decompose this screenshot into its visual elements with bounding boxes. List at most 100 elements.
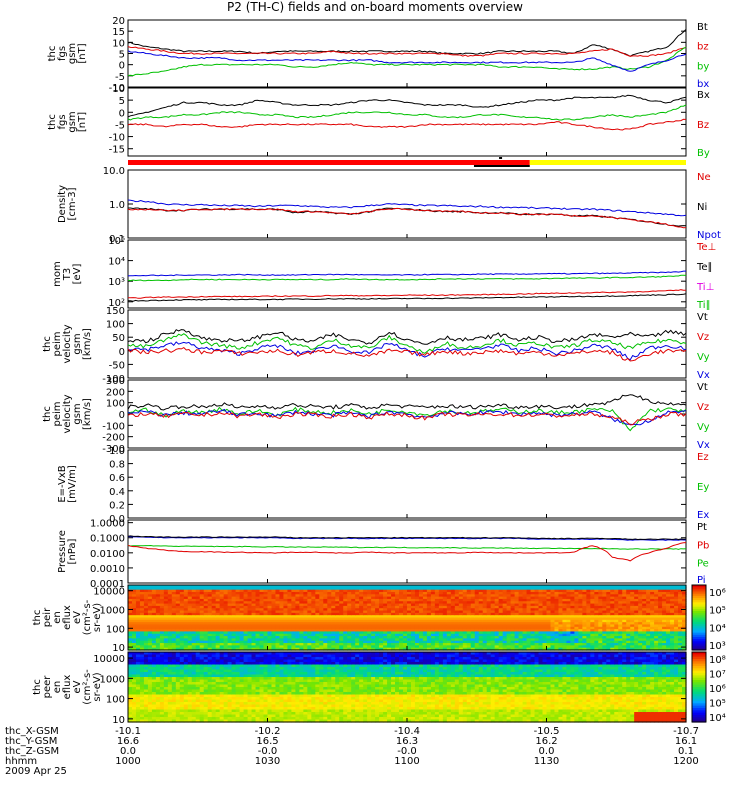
spectrogram-cell	[391, 612, 396, 616]
spectrogram-cell	[243, 610, 249, 614]
spectrogram-cell	[414, 605, 420, 609]
spectrogram-cell	[602, 608, 607, 612]
spectrogram-cell	[422, 594, 428, 598]
spectrogram-cell	[482, 622, 488, 626]
spectrogram-cell	[590, 640, 595, 644]
spectrogram-cell	[131, 622, 137, 626]
spectrogram-cell	[478, 640, 484, 644]
spectrogram-cell	[530, 608, 536, 612]
spectrogram-cell	[602, 638, 607, 642]
spectrogram-cell	[163, 626, 169, 630]
spectrogram-cell	[462, 619, 468, 623]
spectrogram-cell	[598, 619, 603, 623]
spectrogram-cell	[307, 617, 312, 621]
spectrogram-cell	[462, 610, 468, 614]
spectrogram-cell	[203, 654, 209, 658]
spectrogram-cell	[195, 654, 201, 658]
spectrogram-cell	[139, 598, 145, 602]
spectrogram-cell	[654, 629, 659, 633]
spectrogram-cell	[147, 712, 153, 716]
spectrogram-cell	[131, 679, 137, 683]
spectrogram-cell	[231, 626, 237, 630]
spectrogram-cell	[566, 645, 572, 649]
spectrogram-cell	[335, 589, 340, 593]
spectrogram-cell	[594, 589, 599, 593]
spectrogram-cell	[199, 626, 205, 630]
spectrogram-cell	[183, 617, 189, 621]
spectrogram-cell	[530, 638, 536, 642]
y-axis-label: thc	[47, 46, 58, 62]
spectrogram-cell	[131, 638, 137, 642]
spectrogram-cell	[506, 608, 512, 612]
spectrogram-cell	[207, 643, 213, 646]
spectrogram-cell	[494, 622, 500, 626]
spectrogram-cell	[227, 605, 233, 609]
spectrogram-cell	[167, 714, 173, 718]
spectrogram-cell	[147, 652, 153, 656]
spectrogram-cell	[339, 610, 344, 614]
spectrogram-cell	[526, 610, 532, 614]
spectrogram-cell	[315, 601, 320, 605]
spectrogram-cell	[590, 647, 595, 651]
spectrogram-cell	[147, 585, 153, 588]
spectrogram-cell	[558, 629, 564, 633]
spectrogram-cell	[235, 594, 241, 598]
spectrogram-cell	[171, 626, 177, 630]
spectrogram-cell	[466, 629, 472, 633]
spectrogram-cell	[303, 631, 308, 635]
spectrogram-cell	[215, 672, 221, 676]
spectrogram-cell	[211, 714, 217, 718]
spectrogram-cell	[554, 589, 560, 593]
spectrogram-cell	[430, 615, 436, 619]
spectrogram-cell	[530, 598, 536, 602]
spectrogram-cell	[574, 619, 579, 623]
spectrogram-cell	[331, 622, 336, 626]
spectrogram-cell	[470, 585, 476, 588]
spectrogram-cell	[594, 626, 599, 630]
spectrogram-cell	[191, 669, 197, 673]
spectrogram-cell	[418, 638, 424, 642]
spectrogram-cell	[331, 591, 336, 595]
spectrogram-cell	[227, 699, 233, 703]
spectrogram-cell	[291, 624, 296, 628]
spectrogram-cell	[466, 587, 472, 591]
spectrogram-cell	[430, 647, 436, 651]
spectrogram-cell	[219, 598, 225, 602]
spectrogram-cell	[199, 654, 205, 658]
spectrogram-cell	[434, 591, 440, 595]
spectrogram-cell	[227, 672, 233, 676]
spectrogram-cell	[554, 608, 560, 612]
spectrogram-cell	[287, 603, 293, 607]
spectrogram-cell	[594, 622, 599, 626]
spectrogram-cell	[666, 647, 671, 651]
spectrogram-cell	[610, 629, 615, 633]
spectrogram-cell	[343, 643, 348, 646]
spectrogram-cell	[379, 631, 384, 635]
spectrogram-cell	[650, 622, 655, 626]
spectrogram-cell	[183, 589, 189, 593]
spectrogram-cell	[239, 603, 245, 607]
spectrogram-cell	[211, 702, 217, 706]
spectrogram-cell	[430, 612, 436, 616]
spectrogram-cell	[215, 608, 221, 612]
spectrogram-cell	[147, 672, 153, 676]
spectrogram-cell	[418, 647, 424, 651]
spectrogram-cell	[179, 682, 185, 686]
spectrogram-cell	[307, 647, 312, 651]
spectrogram-cell	[542, 605, 548, 609]
spectrogram-cell	[231, 682, 237, 686]
spectrogram-cell	[187, 717, 193, 721]
spectrogram-cell	[267, 598, 273, 602]
spectrogram-cell	[658, 626, 663, 630]
legend-entry: by	[697, 61, 709, 72]
spectrogram-cell	[175, 645, 181, 649]
spectrogram-cell	[502, 605, 508, 609]
spectrogram-cell	[243, 617, 249, 621]
spectrogram-cell	[379, 622, 384, 626]
spectrogram-cell	[430, 617, 436, 621]
spectrogram-cell	[510, 591, 516, 595]
spectrogram-cell	[199, 629, 205, 633]
spectrogram-cell	[558, 585, 564, 588]
spectrogram-cell	[658, 631, 663, 635]
